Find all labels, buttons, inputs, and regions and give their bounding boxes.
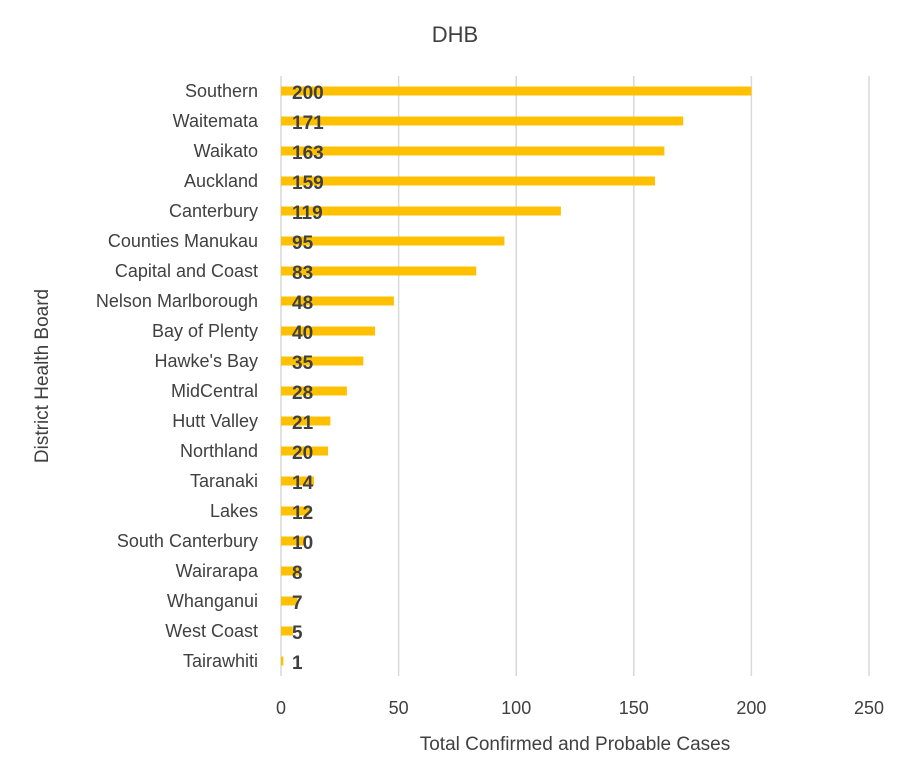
x-tick-label: 250	[854, 698, 884, 718]
bar	[281, 266, 477, 276]
category-label: West Coast	[165, 621, 258, 641]
data-label: 163	[292, 143, 324, 164]
data-label: 95	[292, 233, 314, 254]
bar	[281, 416, 331, 426]
x-tick-label: 50	[389, 698, 409, 718]
category-label: Waitemata	[173, 111, 259, 131]
bars	[281, 86, 752, 666]
x-tick-labels: 0 50 100 150 200 250	[276, 698, 884, 718]
x-tick-label: 200	[736, 698, 766, 718]
category-label: Hawke's Bay	[155, 351, 258, 371]
bar	[281, 626, 293, 636]
gridlines	[280, 76, 870, 676]
bar	[281, 86, 752, 96]
y-axis-title: District Health Board	[32, 289, 53, 463]
x-tick-label: 100	[501, 698, 531, 718]
category-label: Lakes	[210, 501, 258, 521]
bar	[281, 446, 329, 456]
bar	[281, 566, 300, 576]
data-label: 119	[292, 203, 323, 224]
category-label: Waikato	[194, 141, 258, 161]
bar	[281, 296, 394, 306]
bar	[281, 356, 364, 366]
category-label: MidCentral	[171, 381, 258, 401]
category-label: Tairawhiti	[183, 651, 258, 671]
data-label: 10	[292, 533, 313, 554]
category-label: Southern	[185, 81, 258, 101]
bar	[281, 596, 298, 606]
category-label: Wairarapa	[176, 561, 259, 581]
category-label: Whanganui	[167, 591, 258, 611]
data-label: 35	[292, 353, 314, 374]
x-tick-label: 0	[276, 698, 286, 718]
chart-title: DHB	[432, 22, 478, 47]
data-label: 1	[292, 653, 303, 674]
category-label: Taranaki	[190, 471, 258, 491]
data-label: 20	[292, 443, 313, 464]
bar	[281, 116, 684, 126]
bar	[281, 176, 655, 186]
category-label: Counties Manukau	[108, 231, 258, 251]
bar	[281, 476, 314, 486]
bar	[281, 506, 310, 516]
bar	[281, 236, 505, 246]
data-label: 159	[292, 173, 324, 194]
x-axis-title: Total Confirmed and Probable Cases	[420, 734, 731, 755]
bar	[281, 386, 347, 396]
category-label: Bay of Plenty	[152, 321, 258, 341]
data-label: 48	[292, 293, 313, 314]
bar	[281, 656, 284, 666]
category-label: South Canterbury	[117, 531, 258, 551]
data-label: 7	[292, 593, 303, 614]
category-label: Auckland	[184, 171, 258, 191]
data-labels: 200 171 163 159 119 95 83 48 40 35 28 21 20 14 12 10 8 7 5…	[292, 83, 324, 674]
bar	[281, 536, 305, 546]
data-label: 40	[292, 323, 313, 344]
data-label: 12	[292, 503, 313, 524]
x-tick-label: 150	[619, 698, 649, 718]
data-label: 14	[292, 473, 314, 494]
data-label: 8	[292, 563, 303, 584]
data-label: 28	[292, 383, 313, 404]
bar	[281, 326, 376, 336]
data-label: 21	[292, 413, 314, 434]
category-label: Canterbury	[169, 201, 258, 221]
bar	[281, 146, 665, 156]
category-label: Northland	[180, 441, 258, 461]
data-label: 5	[292, 623, 303, 644]
category-label: Capital and Coast	[115, 261, 258, 281]
data-label: 171	[292, 113, 324, 134]
category-label: Nelson Marlborough	[96, 291, 258, 311]
category-labels: Southern Waitemata Waikato Auckland Canterbu…	[96, 81, 259, 671]
category-label: Hutt Valley	[172, 411, 258, 431]
bar	[281, 206, 561, 216]
data-label: 200	[292, 83, 324, 104]
data-label: 83	[292, 263, 313, 284]
